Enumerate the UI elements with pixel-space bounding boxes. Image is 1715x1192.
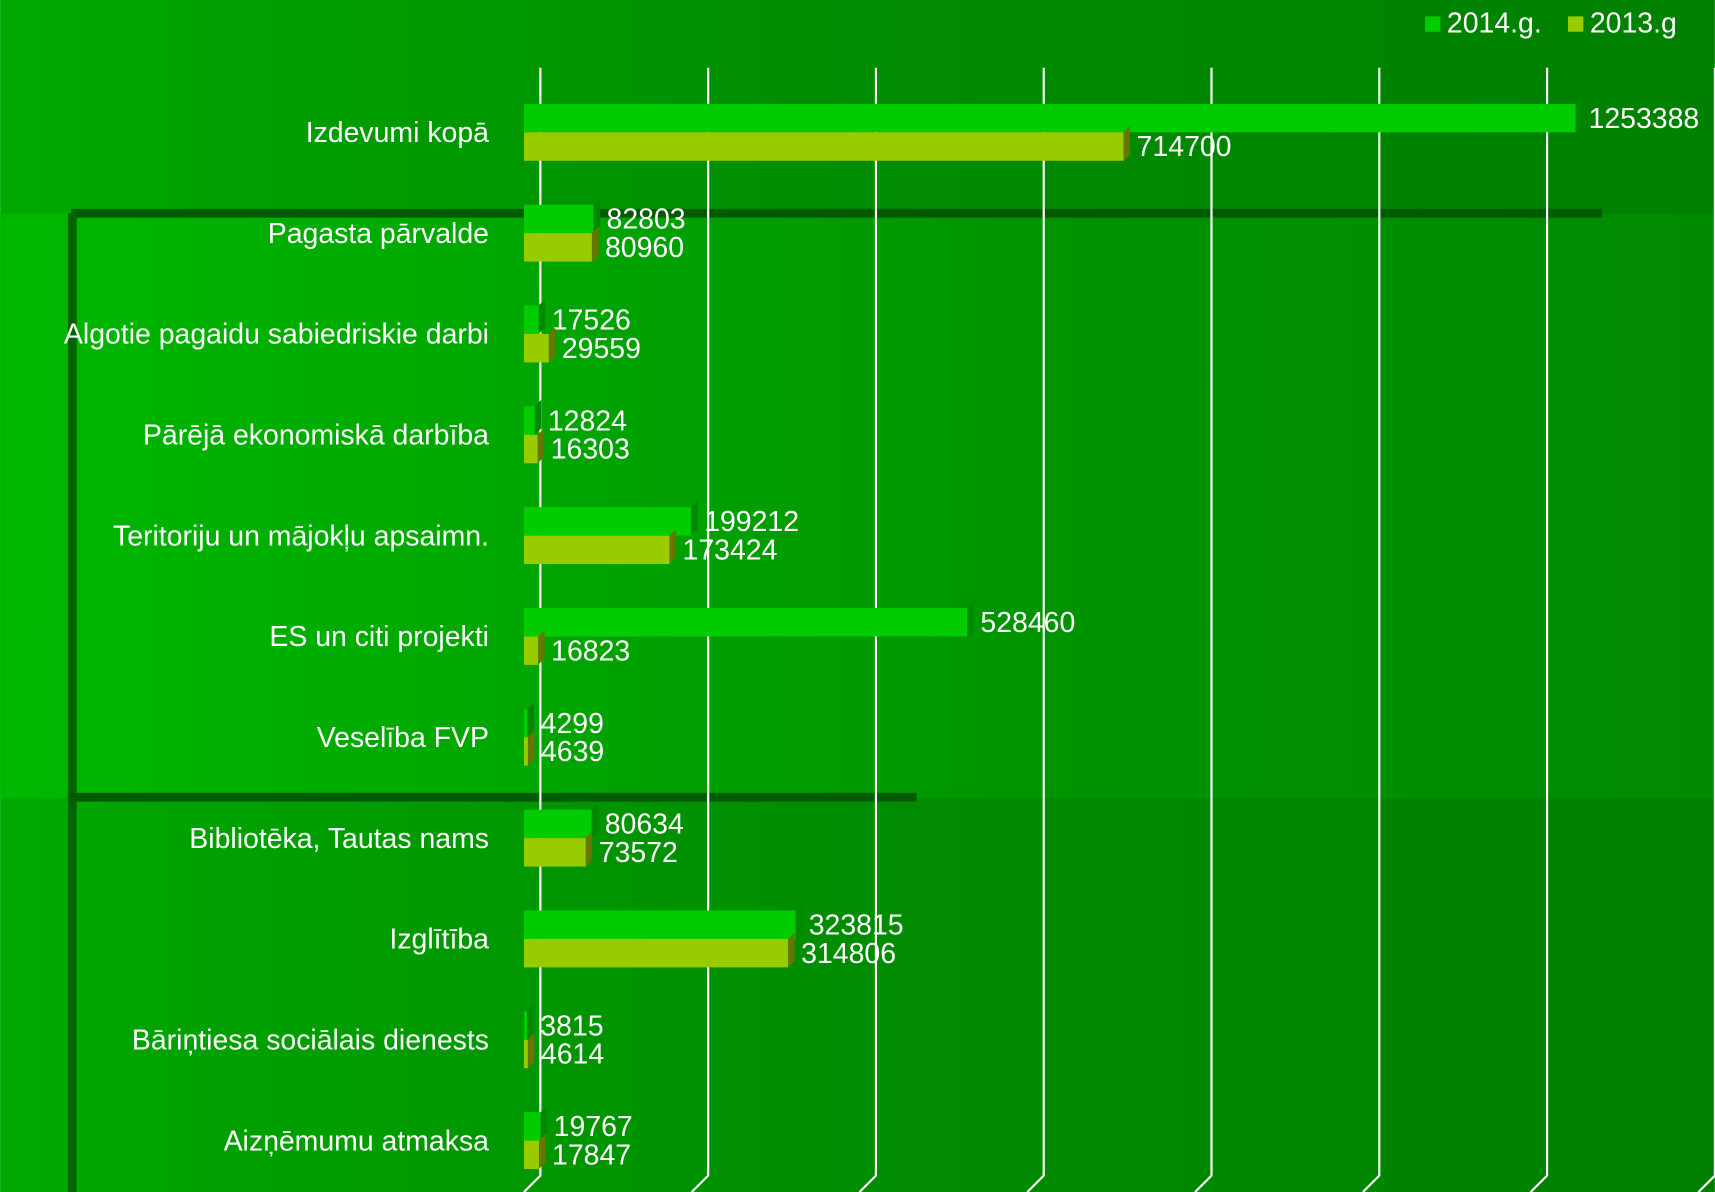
category-label: Veselība FVP [317, 722, 489, 754]
bar [523, 535, 670, 565]
value-label: 17847 [552, 1140, 631, 1172]
bar-side [795, 903, 803, 939]
bar-side [537, 428, 545, 464]
bar-side [527, 730, 535, 766]
value-label: 16823 [551, 635, 630, 667]
grid-line [858, 67, 878, 1192]
bar-side [593, 198, 600, 234]
legend-swatch [1568, 16, 1584, 32]
bar-side [538, 629, 545, 665]
bar [523, 204, 594, 234]
panel [0, 213, 1715, 799]
bar [523, 406, 535, 435]
bar [523, 434, 538, 464]
decor-strip [67, 213, 77, 1192]
bar-side [1123, 125, 1131, 161]
legend-swatch [1425, 16, 1441, 32]
value-label: 17526 [552, 304, 631, 336]
bar [523, 737, 528, 766]
value-label: 80960 [605, 232, 684, 264]
category-label: Pagasta pārvalde [268, 218, 489, 250]
bar [523, 838, 586, 867]
value-label: 173424 [683, 535, 778, 567]
bar [523, 1011, 528, 1040]
grid-line [690, 67, 710, 1192]
value-label: 4299 [541, 708, 604, 740]
bar [523, 132, 1124, 161]
bar-side [527, 702, 535, 738]
decor-strip [67, 792, 917, 802]
legend: 2014.g. 2013.g [1425, 8, 1677, 40]
legend-label: 2013.g [1590, 8, 1677, 40]
category-label: Teritoriju un mājokļu apsaimn. [113, 520, 489, 552]
bar [523, 507, 692, 536]
bar-side [540, 1105, 548, 1141]
value-label: 528460 [980, 607, 1075, 639]
value-label: 12824 [548, 405, 627, 437]
bar-side [788, 932, 795, 968]
bar-side [669, 529, 677, 565]
value-label: 199212 [704, 506, 799, 538]
bar-side [585, 831, 593, 867]
value-label: 29559 [562, 333, 641, 365]
bar [523, 305, 539, 334]
bar [523, 708, 528, 738]
value-label: 314806 [801, 938, 896, 970]
bar-side [538, 298, 546, 334]
legend-label: 2014.g. [1447, 8, 1542, 40]
value-label: 4639 [541, 736, 604, 768]
bar [523, 809, 592, 839]
value-label: 714700 [1137, 131, 1232, 163]
bar-side [691, 500, 698, 536]
category-label: Bāriņtiesa sociālais dienests [132, 1024, 489, 1056]
value-label: 73572 [599, 837, 678, 869]
grid-line [1026, 67, 1045, 1192]
bar [523, 233, 592, 262]
bar-side [527, 1004, 534, 1040]
category-label: Algotie pagaidu sabiedriskie darbi [64, 319, 489, 351]
bar-side [591, 226, 599, 262]
decor-strip [71, 208, 1603, 218]
value-label: 19767 [554, 1111, 633, 1143]
category-label: Izdevumi kopā [306, 117, 489, 149]
bar [523, 608, 968, 637]
value-label: 16303 [551, 434, 630, 466]
bar-side [1575, 97, 1583, 133]
value-label: 80634 [605, 809, 684, 841]
value-label: 82803 [607, 204, 686, 236]
category-label: ES un citi projekti [269, 621, 489, 653]
bar-side [967, 601, 974, 637]
bar [523, 910, 796, 939]
bar-side [527, 1033, 535, 1069]
bar [523, 1140, 539, 1170]
value-label: 323815 [809, 909, 904, 941]
bar-side [534, 399, 542, 435]
bar-side [538, 1134, 546, 1170]
grid-line [1362, 67, 1381, 1192]
bar [523, 1039, 528, 1069]
bar [523, 1112, 541, 1141]
bar-side [548, 327, 556, 363]
value-label: 4614 [541, 1039, 604, 1071]
category-label: Aizņēmumu atmaksa [224, 1125, 490, 1157]
bar [523, 333, 549, 363]
category-label: Pārējā ekonomiskā darbība [143, 420, 489, 452]
bar [523, 103, 1576, 133]
grid-line [1529, 67, 1549, 1192]
category-label: Bibliotēka, Tautas nams [189, 823, 489, 855]
category-label: Izglītība [389, 924, 489, 956]
value-label: 3815 [540, 1010, 603, 1042]
value-label: 1253388 [1589, 103, 1700, 135]
grid-line [1194, 67, 1213, 1192]
bar-side [591, 803, 599, 839]
bar [523, 938, 789, 968]
bar [523, 636, 539, 665]
